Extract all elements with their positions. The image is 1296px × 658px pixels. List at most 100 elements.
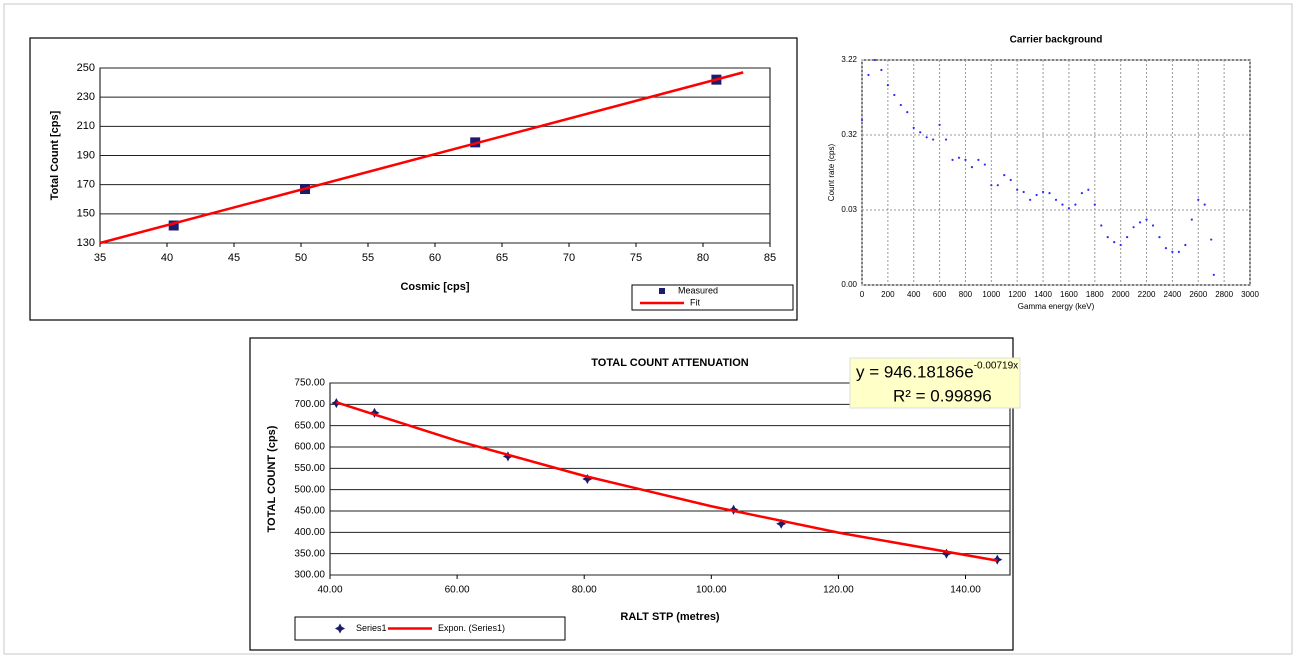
plot-area: [861, 59, 1251, 286]
data-point: [906, 111, 909, 114]
y-tick-label: 750.00: [294, 378, 325, 389]
data-point: [970, 166, 974, 169]
y-tick-label: 500.00: [294, 484, 325, 495]
y-tick-label: 190: [77, 149, 95, 161]
data-point: [1080, 192, 1083, 195]
x-tick-label: 2200: [1138, 290, 1156, 299]
data-point: [860, 118, 864, 122]
data-point: [1184, 243, 1187, 247]
y-tick-label: 550.00: [294, 463, 325, 474]
data-point: [1203, 203, 1206, 206]
y-tick-label: 170: [77, 179, 95, 191]
data-point: [957, 156, 961, 159]
x-tick-label: 1600: [1060, 290, 1078, 299]
data-point: [1100, 224, 1103, 227]
y-tick-label: 3.22: [841, 55, 857, 64]
x-tick-label: 2000: [1112, 290, 1130, 299]
data-point: [1119, 243, 1122, 247]
data-point: [1087, 188, 1090, 191]
data-point: [886, 84, 889, 87]
x-tick-label: 65: [496, 252, 508, 264]
data-point: [1093, 203, 1096, 206]
plot-area: [329, 382, 1011, 576]
data-point: [983, 163, 986, 166]
data-point: [1190, 218, 1193, 221]
data-point: [1106, 236, 1109, 239]
data-point: [977, 158, 980, 161]
data-point: [1041, 190, 1045, 194]
x-tick-label: 1800: [1086, 290, 1104, 299]
data-point: [1132, 226, 1135, 229]
data-point: [1138, 221, 1142, 224]
data-point: [334, 623, 346, 634]
data-point: [1151, 224, 1155, 227]
y-tick-label: 450.00: [294, 506, 325, 517]
x-tick-label: 55: [362, 252, 374, 264]
x-axis-label: Cosmic [cps]: [400, 281, 469, 293]
data-point: [944, 138, 948, 141]
x-tick-label: 80: [697, 252, 709, 264]
data-point: [1048, 192, 1051, 195]
data-point: [1164, 246, 1168, 250]
legend-label: Expon. (Series1): [438, 623, 505, 633]
data-point: [1145, 218, 1148, 221]
y-axis-label: Total Count [cps]: [49, 110, 61, 200]
data-point: [1158, 236, 1161, 239]
data-point: [776, 518, 787, 529]
data-point: [1113, 241, 1116, 244]
equation: y = 946.18186e: [856, 362, 974, 381]
data-point: [168, 220, 179, 231]
y-tick-label: 0.32: [841, 130, 857, 139]
data-point: [1210, 238, 1213, 241]
legend-label: Series1: [356, 623, 387, 633]
data-point: [873, 58, 877, 62]
x-tick-label: 85: [764, 252, 776, 264]
y-tick-label: 130: [77, 237, 95, 249]
data-point: [899, 103, 902, 107]
data-point: [1003, 174, 1006, 177]
y-axis-label: Count rate (cps): [827, 143, 836, 201]
x-tick-label: 40.00: [317, 585, 342, 596]
x-tick-label: 60.00: [445, 585, 470, 596]
data-point: [912, 126, 915, 130]
x-tick-label: 80.00: [572, 585, 597, 596]
data-point: [1212, 273, 1215, 276]
data-point: [951, 158, 954, 161]
data-point: [1177, 250, 1180, 253]
x-tick-label: 1400: [1034, 290, 1052, 299]
x-tick-label: 2400: [1164, 290, 1182, 299]
data-point: [369, 407, 380, 418]
y-tick-label: 600.00: [294, 442, 325, 453]
x-axis-label: Gamma energy (keV): [1018, 302, 1095, 311]
y-tick-label: 0.03: [841, 205, 857, 214]
y-tick-label: 150: [77, 208, 95, 220]
x-tick-label: 400: [907, 290, 921, 299]
x-tick-label: 600: [933, 290, 947, 299]
x-tick-label: 140.00: [950, 585, 981, 596]
fit-line: [335, 401, 998, 562]
data-point: [1054, 198, 1058, 201]
data-point: [1067, 207, 1071, 210]
x-tick-label: 100.00: [696, 585, 727, 596]
data-point: [1074, 203, 1077, 206]
data-point: [1197, 198, 1200, 201]
data-point: [1009, 178, 1012, 182]
x-tick-label: 1200: [1008, 290, 1026, 299]
x-tick-label: 2600: [1189, 290, 1207, 299]
y-tick-label: 650.00: [294, 420, 325, 431]
x-tick-label: 75: [630, 252, 642, 264]
x-tick-label: 200: [881, 290, 895, 299]
x-axis-label: RALT STP (metres): [620, 611, 720, 623]
x-tick-label: 800: [959, 290, 973, 299]
r-squared: R² = 0.99896: [893, 386, 992, 405]
data-point: [1035, 193, 1038, 197]
x-tick-label: 50: [295, 252, 307, 264]
data-point: [1022, 190, 1025, 194]
y-tick-label: 400.00: [294, 527, 325, 538]
y-tick-label: 0.00: [841, 280, 857, 289]
y-tick-label: 350.00: [294, 548, 325, 559]
y-axis-label: TOTAL COUNT (cps): [266, 425, 278, 532]
x-tick-label: 35: [94, 252, 106, 264]
